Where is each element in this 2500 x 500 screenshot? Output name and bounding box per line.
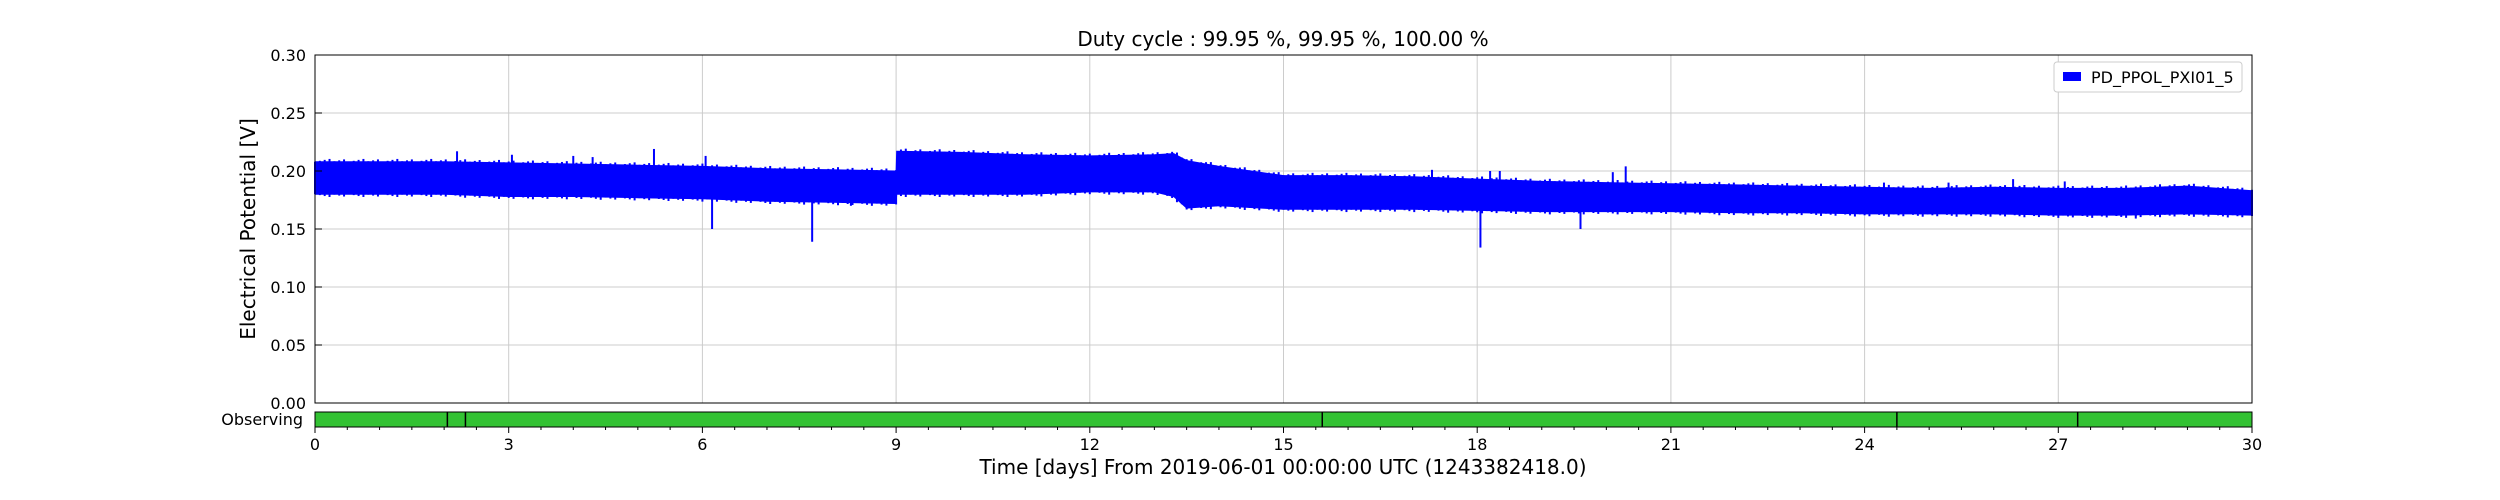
x-tick-label: 6 [697, 435, 707, 454]
y-tick-label: 0.25 [270, 104, 306, 123]
legend-box [2053, 61, 2243, 93]
y-tick-label: 0.20 [270, 162, 306, 181]
x-tick-label: 12 [1080, 435, 1100, 454]
y-tick-label: 0.05 [270, 336, 306, 355]
y-axis-ticks: 0.00 0.05 0.10 0.15 0.20 0.25 0.30 [270, 46, 322, 413]
grid-lines [314, 54, 2253, 404]
x-axis-label: Time [days] From 2019-06-01 00:00:00 UTC… [978, 455, 1586, 479]
x-tick-label: 24 [1854, 435, 1874, 454]
x-axis-ticks: 0 3 6 9 12 15 18 21 24 27 30 [310, 427, 2262, 454]
y-tick-label: 0.30 [270, 46, 306, 65]
legend-label: PD_PPOL_PXI01_5 [2091, 68, 2234, 88]
y-axis-label: Electrical Potential [V] [236, 118, 260, 340]
x-tick-label: 15 [1273, 435, 1293, 454]
observing-bar [314, 411, 2253, 428]
y-tick-label: 0.10 [270, 278, 306, 297]
chart-title: Duty cycle : 99.95 %, 99.95 %, 100.00 % [1077, 27, 1488, 51]
x-tick-label: 18 [1467, 435, 1487, 454]
observing-segment-bar [314, 411, 2253, 428]
x-tick-label: 21 [1661, 435, 1681, 454]
y-tick-label: 0.00 [270, 394, 306, 413]
y-tick-label: 0.15 [270, 220, 306, 239]
legend-swatch [2063, 72, 2081, 81]
x-tick-label: 27 [2048, 435, 2068, 454]
legend: PD_PPOL_PXI01_5 [2053, 61, 2243, 93]
x-tick-label: 0 [310, 435, 320, 454]
x-tick-label: 30 [2242, 435, 2262, 454]
x-tick-label: 9 [891, 435, 901, 454]
x-tick-label: 3 [504, 435, 514, 454]
segment-label: Observing [221, 410, 303, 429]
series-area [314, 148, 2253, 248]
